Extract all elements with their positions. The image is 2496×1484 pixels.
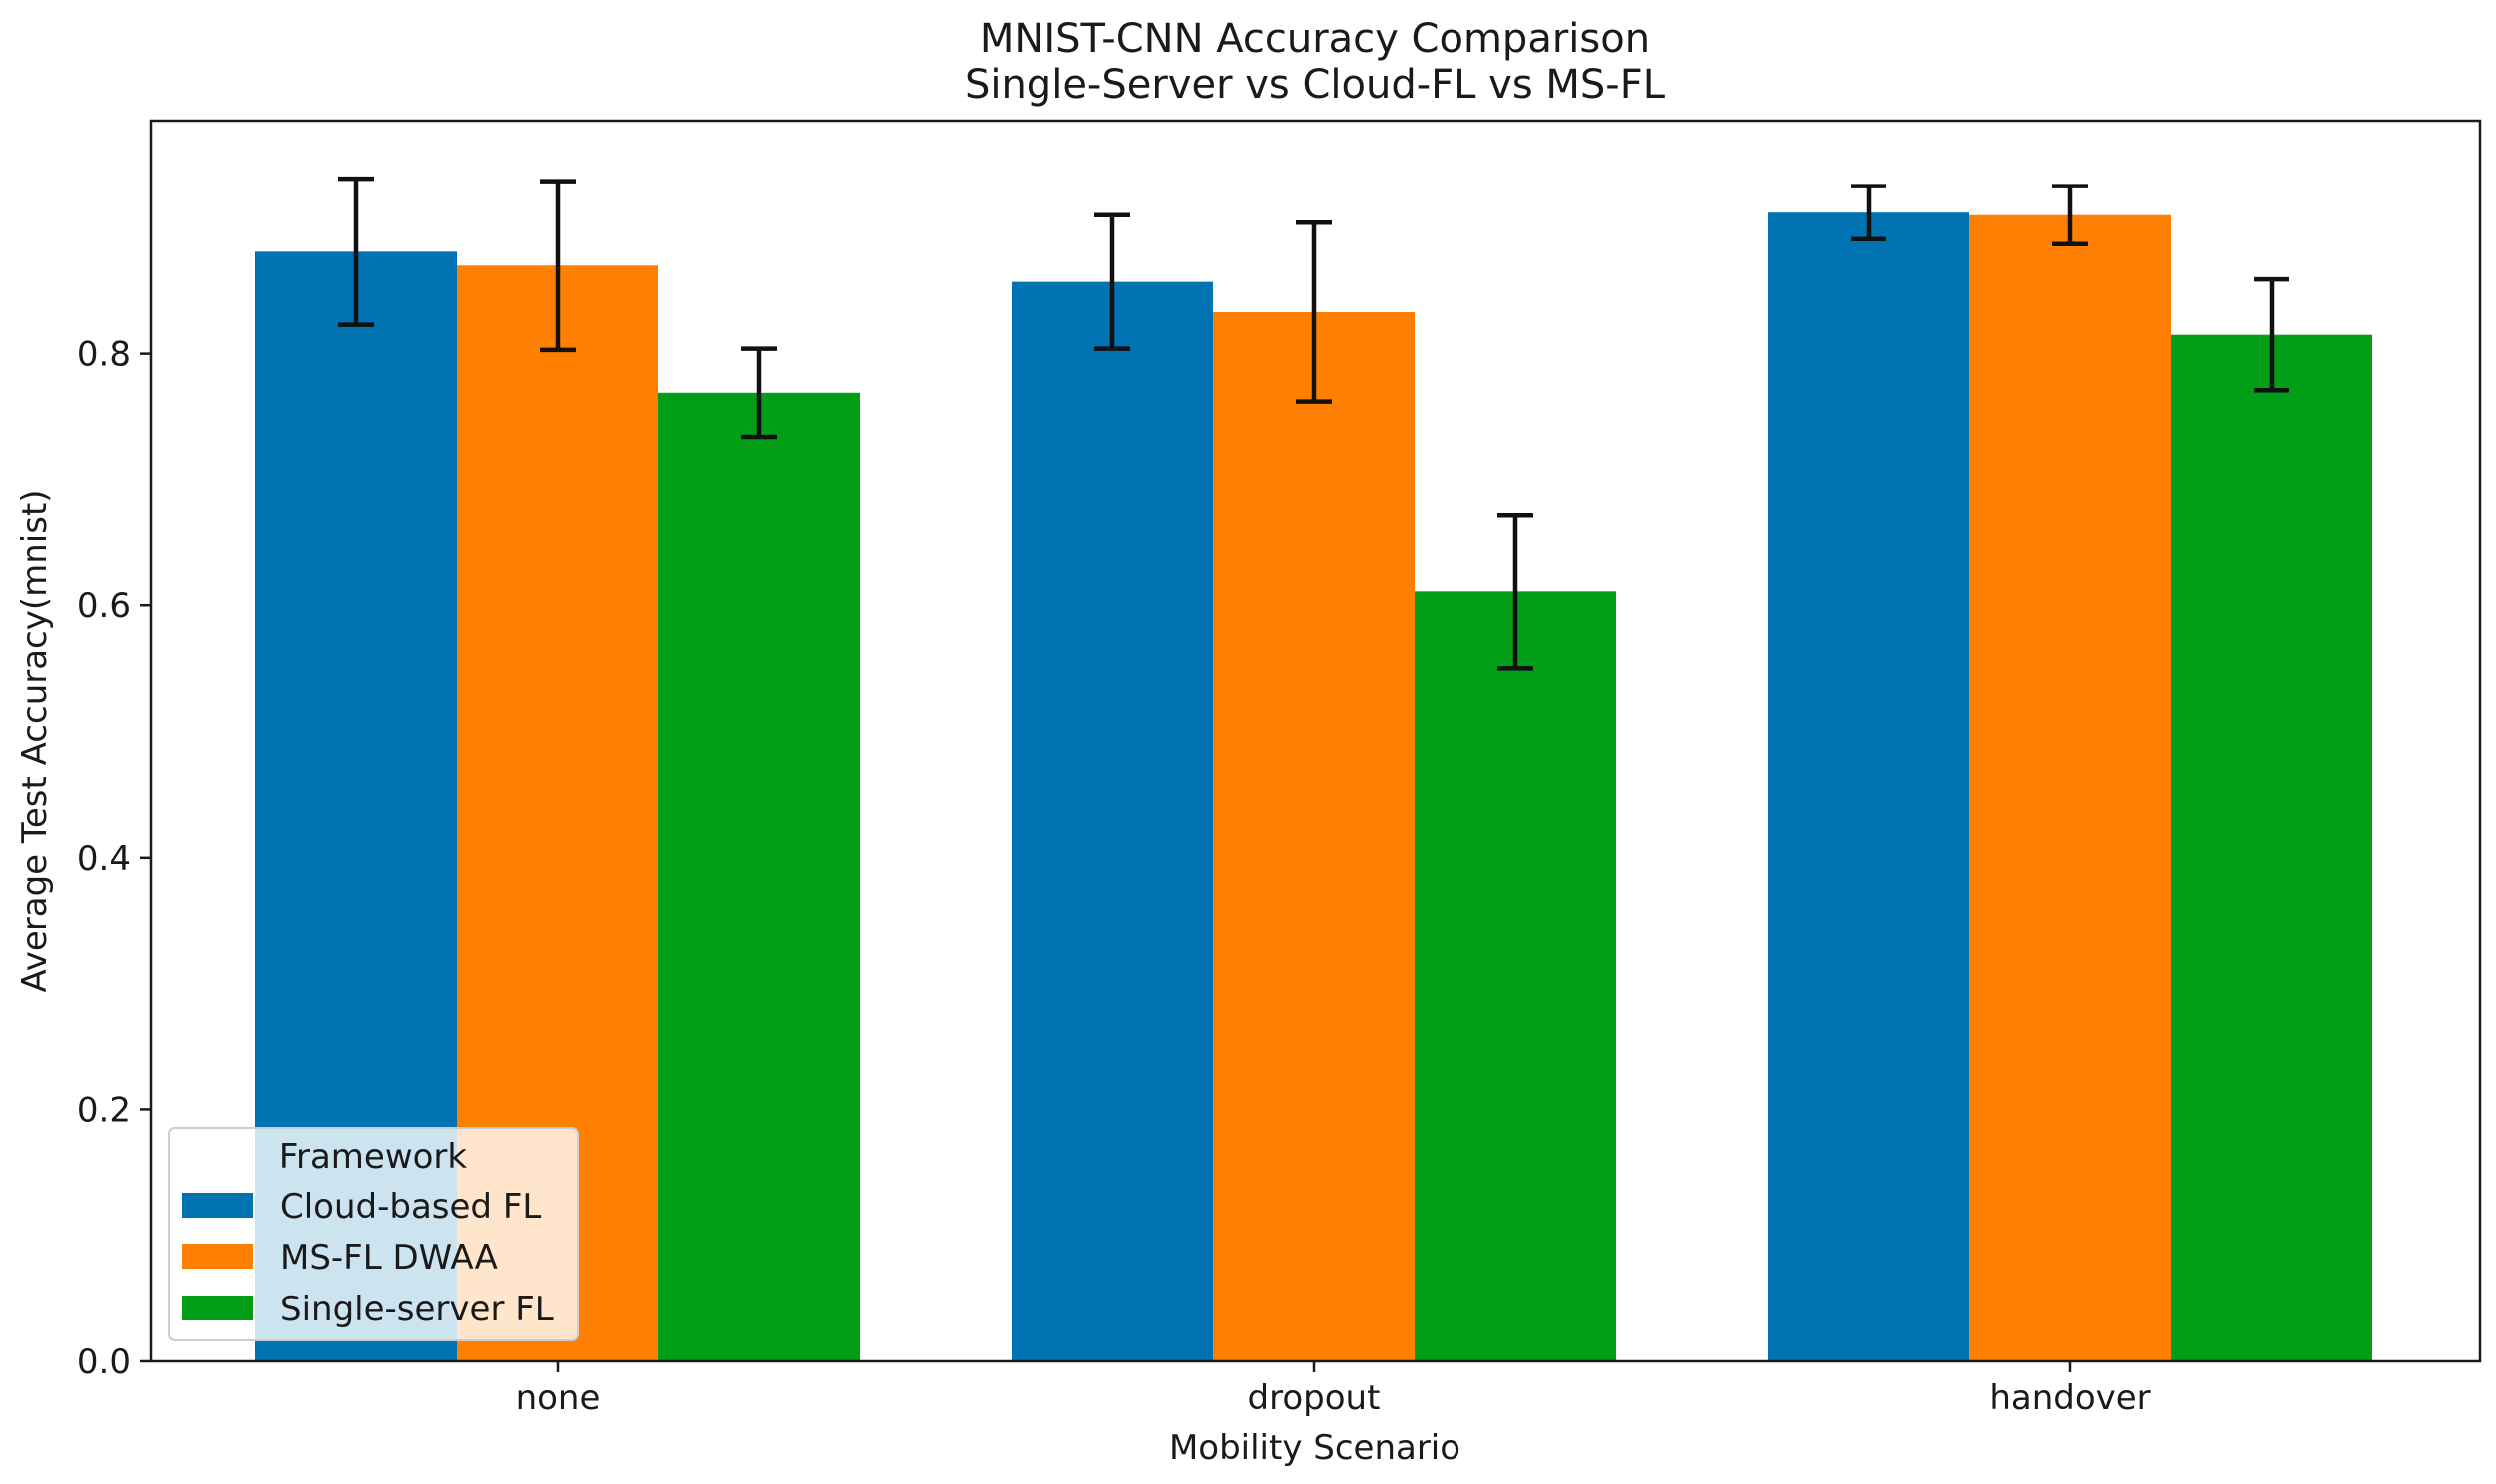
x-tick-label-dropout: dropout	[1248, 1378, 1381, 1418]
chart-title: MNIST-CNN Accuracy Comparison	[980, 16, 1650, 62]
legend-swatch-cloud-based-fl	[182, 1193, 253, 1218]
error-bar-none-cloud-based-fl	[338, 176, 374, 327]
bar-dropout-cloud-based-fl	[1012, 281, 1213, 1361]
chart-subtitle: Single-Server vs Cloud-FL vs MS-FL	[965, 62, 1666, 108]
bar-dropout-ms-fl-dwaa	[1213, 311, 1415, 1361]
y-tick-label-3: 0.6	[77, 586, 131, 626]
error-bars	[338, 176, 2289, 671]
error-bar-dropout-ms-fl-dwaa	[1296, 220, 1332, 404]
error-bar-none-single-server-fl	[741, 346, 777, 440]
error-bar-handover-ms-fl-dwaa	[2052, 184, 2088, 247]
legend-title: Framework	[279, 1137, 468, 1177]
legend-swatch-single-server-fl	[182, 1296, 253, 1320]
y-tick-label-2: 0.4	[77, 839, 131, 879]
error-bar-handover-cloud-based-fl	[1851, 184, 1886, 241]
y-tick-label-4: 0.8	[77, 335, 131, 375]
x-tick-label-none: none	[516, 1378, 601, 1418]
y-axis-label: Average Test Accuracy(mnist)	[15, 489, 55, 992]
legend-label-cloud-based-fl: Cloud-based FL	[280, 1187, 541, 1227]
bars	[255, 212, 2372, 1362]
legend-frame	[168, 1127, 579, 1341]
error-bar-dropout-cloud-based-fl	[1094, 212, 1130, 351]
legend: Framework Cloud-based FL MS-FL DWAA Sing…	[168, 1127, 579, 1341]
legend-swatch-ms-fl-dwaa	[182, 1244, 253, 1269]
bar-none-single-server-fl	[658, 392, 860, 1362]
bar-handover-single-server-fl	[2171, 334, 2372, 1362]
axis-ticks: none dropout handover 0.0 0.2 0.4 0.6 0.8	[77, 335, 2151, 1418]
y-tick-label-1: 0.2	[77, 1090, 131, 1130]
x-axis-label: Mobility Scenario	[1169, 1428, 1460, 1468]
y-tick-label-0: 0.0	[77, 1342, 131, 1382]
error-bar-dropout-single-server-fl	[1497, 513, 1533, 671]
plot-frame	[149, 119, 2482, 1363]
bar-handover-cloud-based-fl	[1768, 212, 1969, 1361]
bar-dropout-single-server-fl	[1415, 591, 1616, 1361]
x-tick-label-handover: handover	[1989, 1378, 2150, 1418]
legend-label-ms-fl-dwaa: MS-FL DWAA	[280, 1238, 498, 1278]
legend-label-single-server-fl: Single-server FL	[280, 1290, 554, 1329]
error-bar-handover-single-server-fl	[2254, 276, 2289, 393]
error-bar-none-ms-fl-dwaa	[540, 179, 576, 353]
bar-handover-ms-fl-dwaa	[1969, 214, 2171, 1361]
